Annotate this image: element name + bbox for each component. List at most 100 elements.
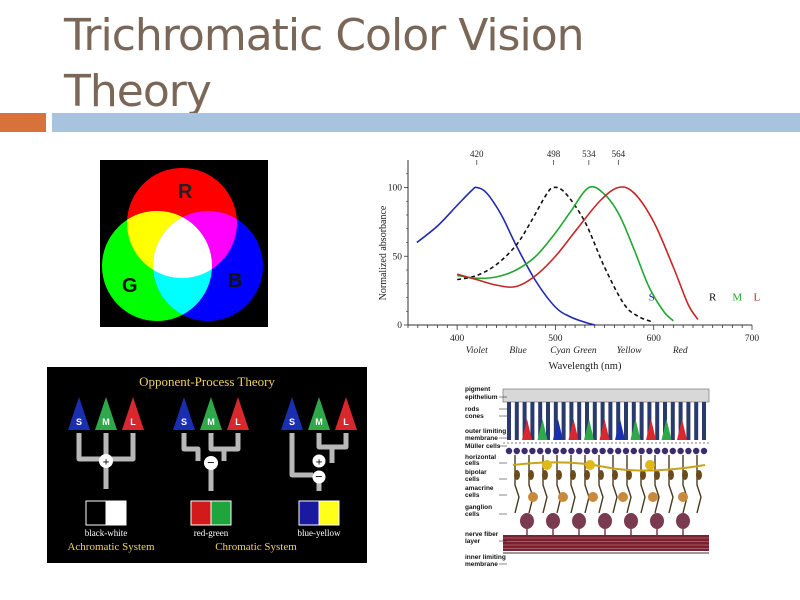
rod-cell <box>569 402 574 440</box>
cone-cell <box>584 419 594 440</box>
bipolar-nucleus <box>542 470 548 480</box>
rgb-venn-diagram: R G B <box>100 160 268 327</box>
cone-label: S <box>181 417 187 427</box>
bipolar-cell <box>626 455 632 514</box>
bipolar-nucleus <box>626 470 632 480</box>
series-line-S <box>416 186 595 326</box>
rod-cell <box>608 402 613 440</box>
swatch-right <box>210 500 232 526</box>
rod-cell <box>639 402 644 440</box>
swatch-label: black-white <box>85 528 127 538</box>
swatch-left <box>190 500 212 526</box>
bipolar-nucleus <box>570 470 576 480</box>
bipolar-nucleus <box>514 470 520 480</box>
bipolar-nucleus <box>584 470 590 480</box>
rod-cell <box>577 402 582 440</box>
rod-nucleus <box>685 447 692 455</box>
minus-sign: − <box>315 469 322 484</box>
cone-label: M <box>102 417 110 427</box>
series-label-M: M <box>732 291 742 303</box>
series-line-R <box>456 186 654 324</box>
ganglion-cell <box>624 513 638 529</box>
y-tick-label: 0 <box>397 321 402 331</box>
swatch-label: blue-yellow <box>298 528 341 538</box>
header-accent-bar <box>0 113 46 132</box>
rod-nucleus <box>669 447 676 455</box>
rod-nucleus <box>544 447 552 455</box>
color-name-label: Cyan <box>550 346 570 356</box>
series-line-M <box>457 185 674 322</box>
color-name-label: Green <box>573 346 597 356</box>
cone-triangle-M <box>95 397 117 430</box>
rod-cell <box>592 402 597 440</box>
rod-nucleus <box>513 447 520 455</box>
rod-nucleus <box>646 447 653 455</box>
venn-label-r: R <box>178 181 193 203</box>
amacrine-cell <box>648 492 658 502</box>
horizontal-cell <box>645 460 655 470</box>
peak-label: 498 <box>547 149 561 159</box>
cone-label: S <box>289 417 295 427</box>
wiring <box>316 433 349 463</box>
rod-nucleus <box>576 447 583 455</box>
bipolar-cell <box>528 455 534 514</box>
header-bar <box>52 113 800 132</box>
plus-sign: + <box>103 455 110 469</box>
x-tick-label: 700 <box>745 334 760 344</box>
cone-cell <box>661 419 672 440</box>
rod-cell <box>624 402 628 440</box>
ganglion-cell <box>572 513 586 529</box>
rod-nucleus <box>622 447 630 455</box>
opponent-process-panel: Opponent-Process Theory S M L + black-white S… <box>47 367 367 563</box>
bipolar-nucleus <box>556 470 562 480</box>
opponent-title: Opponent-Process Theory <box>139 374 275 389</box>
ganglion-cell <box>650 513 664 529</box>
bipolar-nucleus <box>668 470 674 480</box>
series-line-L <box>456 186 699 320</box>
bipolar-nucleus <box>682 470 688 480</box>
rod-nucleus <box>568 447 575 455</box>
swatch-left <box>298 500 320 526</box>
rod-cell <box>631 402 636 440</box>
x-tick-label: 400 <box>450 334 465 344</box>
rod-nucleus <box>638 447 645 455</box>
bipolar-nucleus <box>528 470 534 480</box>
venn-label-g: G <box>122 275 138 297</box>
retina-label: rods <box>465 406 479 413</box>
bipolar-cell <box>654 455 660 514</box>
amacrine-cell <box>678 492 688 502</box>
plus-node <box>99 454 113 468</box>
rod-nucleus <box>591 447 598 455</box>
ganglion-cell <box>520 513 534 529</box>
rod-nucleus <box>599 447 606 455</box>
pigment-epithelium-layer <box>502 388 710 403</box>
minus-sign: − <box>207 455 214 470</box>
rod-nucleus <box>521 447 528 455</box>
rod-nucleus <box>630 447 637 455</box>
series-label-R: R <box>709 291 717 303</box>
rod-cell <box>514 402 519 440</box>
retina-label: bipolar cells <box>465 469 487 483</box>
swatch-left <box>85 500 107 526</box>
horizontal-cell-process <box>512 461 706 472</box>
cone-cell <box>677 419 687 440</box>
swatch-label: red-green <box>194 528 229 538</box>
ganglion-cell <box>676 513 690 529</box>
rod-cell <box>553 402 558 440</box>
cone-label: M <box>315 417 323 427</box>
bipolar-cell <box>696 455 702 514</box>
rod-nucleus <box>529 447 536 455</box>
series-label-L: L <box>754 291 761 303</box>
retina-label: nerve fiber layer <box>465 531 499 545</box>
y-tick-label: 100 <box>388 184 403 194</box>
slide-title: Trichromatic Color Vision Theory <box>64 10 585 117</box>
cone-cell <box>646 419 656 440</box>
minus-node <box>204 456 218 470</box>
cone-label: M <box>207 417 215 427</box>
cone-cell <box>568 419 579 440</box>
achromatic-label: Achromatic System <box>67 541 155 553</box>
rod-cell <box>561 402 566 440</box>
rod-cell <box>647 402 652 440</box>
cone-cell <box>615 419 625 440</box>
